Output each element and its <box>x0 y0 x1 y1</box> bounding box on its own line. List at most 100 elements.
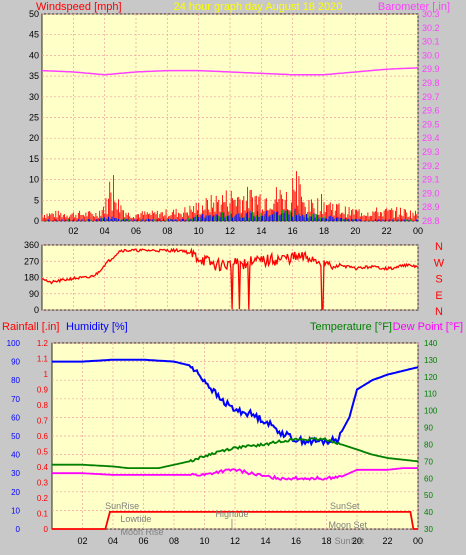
temp-humidity-panel: Rainfall [.in] Humidity [%] Temperature … <box>2 321 463 546</box>
direction-y-ticks: 0 90 180 270 360 <box>24 240 39 315</box>
hum-y-tick-50: 50 <box>11 432 20 441</box>
wind-y-tick-20: 20 <box>29 133 39 143</box>
baro-y-tick-30.3: 30.3 <box>422 9 440 19</box>
astro-events: SunRise Lowtide Moon Rise Hightide SunSe… <box>105 501 367 546</box>
rain-y-tick-1.1: 1.1 <box>37 355 49 364</box>
x-tick-10: 10 <box>194 226 204 236</box>
dir-y-tick-270: 270 <box>24 256 39 266</box>
rain-y-tick-0.3: 0.3 <box>37 479 49 488</box>
barometer-axis-label: Barometer [.in] <box>378 1 450 13</box>
lowtide-label: Lowtide <box>120 514 151 524</box>
compass-2-S: S <box>435 274 442 286</box>
x-tick-20: 20 <box>350 226 360 236</box>
hum-y-tick-10: 10 <box>11 506 20 515</box>
temp-grid <box>52 342 419 530</box>
baro-y-tick-29.6: 29.6 <box>422 106 440 116</box>
temp-y-ticks: 30 40 50 60 70 80 90 100 110 120 130 140 <box>424 339 438 534</box>
rain-y-ticks: 0 0.1 0.2 0.3 0.4 0.5 0.6 0.7 0.8 0.9 1 1.1 1.2 <box>37 339 49 534</box>
wind-x-ticks: 02 04 06 08 10 12 14 16 18 20 22 00 <box>68 226 423 236</box>
baro-y-tick-30.1: 30.1 <box>422 37 440 47</box>
baro-y-tick-29.0: 29.0 <box>422 188 440 198</box>
compass-4-N: N <box>435 306 443 318</box>
wind-y-tick-40: 40 <box>29 50 39 60</box>
sunrise-label: SunRise <box>105 501 139 511</box>
moonset-label: Moon Set <box>329 520 368 530</box>
x-tick-10: 10 <box>199 536 209 546</box>
temp-x-ticks: 02 04 06 08 10 12 14 16 18 20 22 00 <box>77 536 423 546</box>
hum-y-tick-100: 100 <box>7 339 21 348</box>
dewpoint-axis-label: Dew Point [°F] <box>393 321 463 333</box>
moonrise-label: Moon Rise <box>120 527 163 537</box>
baro-y-ticks: 28.8 28.9 29.0 29.1 29.2 29.3 29.4 29.5 29.6 29.7… <box>422 9 440 226</box>
x-tick-16: 16 <box>288 226 298 236</box>
x-tick-06: 06 <box>138 536 148 546</box>
x-tick-22: 22 <box>382 536 392 546</box>
humidity-y-ticks: 0 10 20 30 40 50 60 70 80 90 100 <box>7 339 21 534</box>
wind-y-tick-15: 15 <box>29 154 39 164</box>
wind-y-tick-10: 10 <box>29 175 39 185</box>
x-tick-22: 22 <box>382 226 392 236</box>
compass-1-W: W <box>434 257 445 269</box>
x-tick-04: 04 <box>108 536 118 546</box>
chart-title: 24 hour graph day August 18 2020 <box>174 1 343 13</box>
temp-y-tick-30: 30 <box>424 525 433 534</box>
hum-y-tick-90: 90 <box>11 358 20 367</box>
wind-y-tick-0: 0 <box>34 216 39 226</box>
baro-y-tick-29.3: 29.3 <box>422 147 440 157</box>
rain-y-tick-0.1: 0.1 <box>37 510 49 519</box>
rain-y-tick-0.8: 0.8 <box>37 401 49 410</box>
wind-y-tick-5: 5 <box>34 195 39 205</box>
hum-y-tick-60: 60 <box>11 413 20 422</box>
temp-y-tick-100: 100 <box>424 407 438 416</box>
humidity-axis-label: Humidity [%] <box>66 321 128 333</box>
temp-y-tick-90: 90 <box>424 424 433 433</box>
wind-y-tick-50: 50 <box>29 9 39 19</box>
dir-y-tick-180: 180 <box>24 273 39 283</box>
wind-y-tick-45: 45 <box>29 30 39 40</box>
hightide-label: Hightide <box>215 509 248 519</box>
baro-y-tick-29.1: 29.1 <box>422 175 440 185</box>
x-tick-04: 04 <box>100 226 110 236</box>
baro-y-tick-29.5: 29.5 <box>422 119 440 129</box>
baro-y-tick-30.0: 30.0 <box>422 50 440 60</box>
wind-y-tick-25: 25 <box>29 113 39 123</box>
hum-y-tick-30: 30 <box>11 469 20 478</box>
wind-baro-panel: Windspeed [mph] 24 hour graph day August… <box>29 1 450 236</box>
baro-y-tick-29.2: 29.2 <box>422 161 440 171</box>
temperature-axis-label: Temperature [°F] <box>310 321 392 333</box>
hum-y-tick-40: 40 <box>11 451 20 460</box>
rain-y-tick-0: 0 <box>44 525 49 534</box>
x-tick-02: 02 <box>68 226 78 236</box>
rain-y-tick-0.7: 0.7 <box>37 417 49 426</box>
hum-y-tick-0: 0 <box>16 525 21 534</box>
x-tick-20: 20 <box>352 536 362 546</box>
rain-y-tick-0.5: 0.5 <box>37 448 49 457</box>
x-tick-14: 14 <box>260 536 270 546</box>
temp-y-tick-130: 130 <box>424 356 438 365</box>
x-tick-00: 00 <box>413 226 423 236</box>
compass-0-N: N <box>435 241 443 253</box>
barometer-line <box>41 67 419 76</box>
temp-y-tick-70: 70 <box>424 457 433 466</box>
temp-y-tick-120: 120 <box>424 373 438 382</box>
dir-y-tick-0: 0 <box>34 305 39 315</box>
x-tick-06: 06 <box>131 226 141 236</box>
x-tick-12: 12 <box>230 536 240 546</box>
x-tick-18: 18 <box>321 536 331 546</box>
series-line-3 <box>52 511 418 530</box>
baro-y-tick-29.8: 29.8 <box>422 78 440 88</box>
wind-y-tick-35: 35 <box>29 71 39 81</box>
hum-y-tick-70: 70 <box>11 395 20 404</box>
x-tick-08: 08 <box>162 226 172 236</box>
x-tick-14: 14 <box>256 226 266 236</box>
rain-y-tick-0.2: 0.2 <box>37 494 49 503</box>
rain-y-tick-1.2: 1.2 <box>37 339 49 348</box>
baro-y-tick-29.4: 29.4 <box>422 133 440 143</box>
compass-3-E: E <box>435 290 442 302</box>
wind-bars <box>41 171 418 221</box>
baro-y-tick-28.9: 28.9 <box>422 202 440 212</box>
wind-y-tick-30: 30 <box>29 92 39 102</box>
